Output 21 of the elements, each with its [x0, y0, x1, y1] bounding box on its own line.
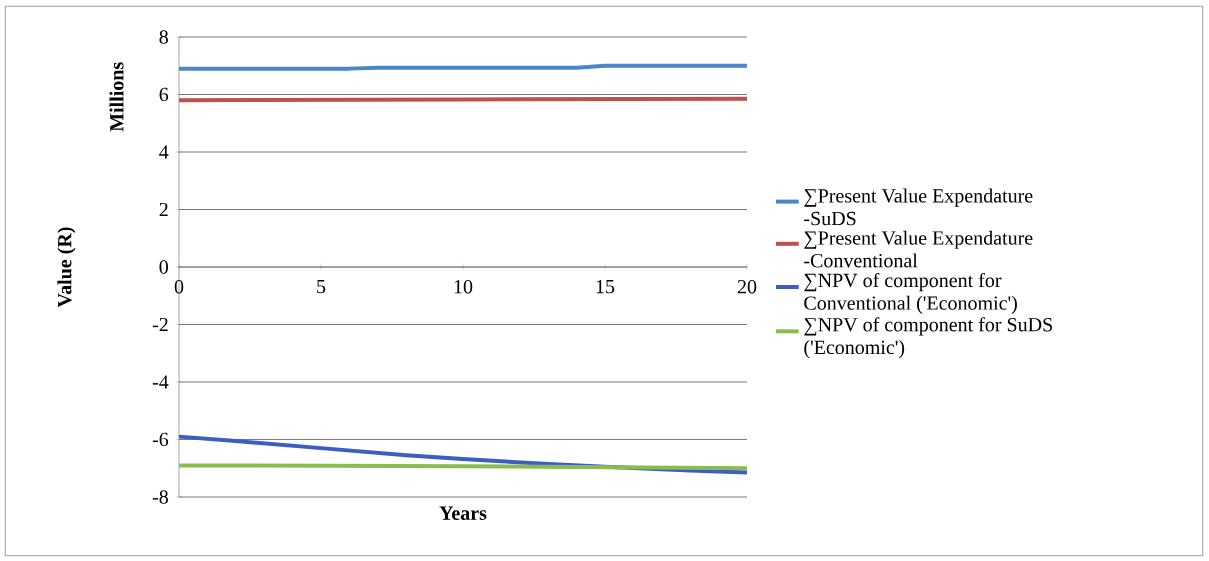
y-tick-label: -4: [152, 375, 169, 389]
y-tick-label: 6: [159, 87, 169, 102]
y-tick-label: 4: [159, 145, 169, 159]
y-tick-label: -6: [152, 432, 169, 447]
y-tick-label: -8: [152, 490, 168, 504]
y-axis-title: Value (R): [57, 227, 76, 308]
y-tick-label: 8: [159, 30, 168, 44]
x-tick-label: 20: [737, 279, 757, 294]
x-axis-title: Years: [439, 506, 487, 520]
x-tick-label: 10: [454, 279, 473, 294]
y-tick-label: 0: [159, 260, 168, 274]
legend-label: ∑NPV of component for Conventional ('Economic'): [804, 272, 1017, 314]
x-tick-label: 15: [596, 279, 615, 294]
x-tick-label: 5: [317, 279, 326, 294]
y-tick-label: -2: [152, 317, 168, 332]
x-tick-label: 0: [174, 279, 184, 294]
legend-label: ∑Present Value Expendature -SuDS: [804, 188, 1033, 226]
y-tick-label: 2: [159, 202, 168, 217]
legend-label: ∑NPV of component for SuDS ('Economic'): [804, 317, 1052, 359]
legend-label: ∑Present Value Expendature -Conventional: [804, 230, 1033, 268]
text: Millions: [109, 62, 124, 132]
